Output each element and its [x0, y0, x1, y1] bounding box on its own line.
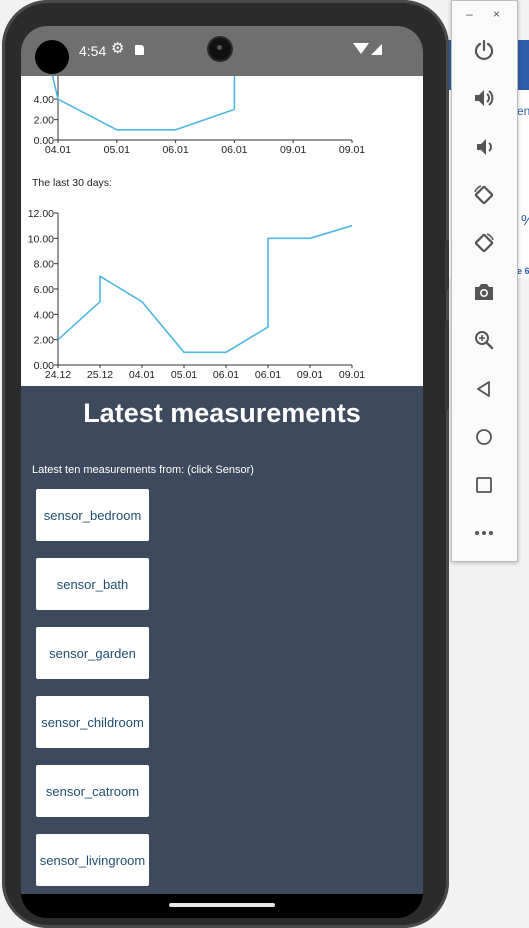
recent-chart: 0.00 2.00 4.00 04.01 05.01 06.01 06.01 09.01 09.… [34, 76, 365, 156]
x-tick-label: 06.01 [221, 144, 247, 156]
sensor-button-livingroom[interactable]: sensor_livingroom [36, 834, 149, 886]
sensor-button-childroom[interactable]: sensor_childroom [36, 696, 149, 748]
volume-down-button[interactable] [469, 132, 499, 162]
x-tick-label: 25.12 [87, 369, 113, 381]
power-icon [474, 39, 494, 61]
x-tick-label: 04.01 [129, 369, 155, 381]
more-icon [475, 531, 493, 535]
series-line [57, 98, 235, 131]
phone-screen: 4:54 ⚙ 0.00 2.00 4.00 04.01 05.01 06.01 06.01 0… [21, 26, 423, 918]
rotate-right-button[interactable] [469, 228, 499, 258]
x-tick-label: 09.01 [339, 369, 365, 381]
camera-cutout [35, 40, 69, 74]
y-tick-label: 0.00 [34, 135, 55, 147]
x-tick-label: 06.01 [213, 369, 239, 381]
rotate-left-icon [474, 185, 494, 205]
y-tick-label: 2.00 [34, 115, 55, 127]
volume-up-button[interactable] [469, 83, 499, 113]
camera-icon [475, 284, 493, 300]
rotate-right-icon [474, 233, 494, 253]
y-tick-label: 4.00 [34, 94, 55, 106]
sensor-button-catroom[interactable]: sensor_catroom [36, 765, 149, 817]
more-button[interactable] [469, 518, 499, 548]
overview-icon [476, 477, 492, 493]
settings-gear-icon: ⚙ [111, 40, 125, 57]
y-tick-label: 0.00 [34, 360, 55, 372]
sd-card-icon [135, 45, 144, 55]
background-text-fragment: en [517, 104, 529, 118]
volume-down-icon [477, 139, 492, 155]
front-camera-icon [209, 38, 231, 60]
close-button[interactable]: × [493, 7, 501, 21]
sensor-button-bedroom[interactable]: sensor_bedroom [36, 489, 149, 541]
x-tick-label: 04.01 [45, 144, 71, 156]
series-line-extension [51, 76, 59, 100]
sensor-button-garden[interactable]: sensor_garden [36, 627, 149, 679]
x-tick-label: 05.01 [104, 144, 130, 156]
back-icon [477, 381, 490, 397]
zoom-icon [475, 331, 494, 350]
home-button[interactable] [469, 422, 499, 452]
wifi-icon [353, 43, 369, 54]
navigation-bar [21, 894, 423, 918]
measurements-subtitle: Latest ten measurements from: (click Sen… [32, 464, 254, 476]
x-tick-label: 09.01 [297, 369, 323, 381]
app-content[interactable]: 0.00 2.00 4.00 04.01 05.01 06.01 06.01 09.01 09.… [21, 76, 423, 894]
charts-section: 0.00 2.00 4.00 04.01 05.01 06.01 06.01 09.01 09.… [21, 76, 423, 386]
last-30-days-chart: 0.00 2.00 4.00 6.00 8.00 10.00 12.00 24.12 25.12… [28, 208, 366, 381]
y-tick-label: 10.00 [28, 233, 54, 245]
x-tick-label: 05.01 [171, 369, 197, 381]
status-bar: 4:54 ⚙ [21, 26, 423, 76]
overview-button[interactable] [469, 470, 499, 500]
minimize-button[interactable]: – [466, 7, 473, 21]
sensor-button-bath[interactable]: sensor_bath [36, 558, 149, 610]
status-clock: 4:54 [79, 43, 107, 59]
y-tick-label: 2.00 [34, 335, 55, 347]
y-tick-label: 12.00 [28, 208, 54, 220]
x-tick-label: 09.01 [280, 144, 306, 156]
y-tick-label: 8.00 [34, 259, 55, 271]
back-button[interactable] [469, 374, 499, 404]
power-button[interactable] [469, 35, 499, 65]
background-text-fragment: e 6 [517, 266, 529, 276]
phone-side-button [445, 320, 449, 410]
home-icon [476, 429, 492, 445]
screenshot-button[interactable] [469, 277, 499, 307]
phone-frame: 4:54 ⚙ 0.00 2.00 4.00 04.01 05.01 06.01 06.01 0… [2, 0, 449, 928]
x-tick-label: 09.01 [339, 144, 365, 156]
x-tick-label: 24.12 [45, 369, 71, 381]
x-tick-label: 06.01 [162, 144, 188, 156]
signal-icon [371, 44, 382, 55]
measurements-title: Latest measurements [83, 398, 361, 428]
measurements-panel: Latest measurements Latest ten measureme… [21, 386, 423, 894]
phone-side-button [445, 240, 449, 290]
last-30-days-label: The last 30 days: [32, 177, 112, 189]
series-line [57, 224, 353, 354]
x-tick-label: 06.01 [255, 369, 281, 381]
volume-up-icon [475, 90, 494, 106]
emulator-toolbar: – × [451, 0, 518, 562]
background-text-fragment: % [521, 212, 529, 229]
y-tick-label: 4.00 [34, 309, 55, 321]
home-gesture-handle[interactable] [169, 903, 275, 907]
y-tick-label: 6.00 [34, 284, 55, 296]
rotate-left-button[interactable] [469, 180, 499, 210]
zoom-button[interactable] [469, 325, 499, 355]
